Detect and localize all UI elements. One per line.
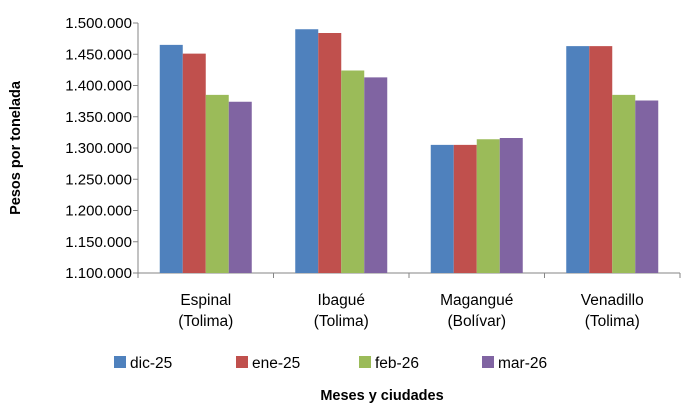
bar-dic-25-0 [159, 44, 183, 273]
category-label: (Tolima) [585, 313, 640, 330]
bar-ene-25-0 [182, 53, 206, 273]
bar-dic-25-3 [566, 46, 590, 273]
category-label: Ibagué [318, 292, 365, 309]
category-label: (Bolívar) [447, 313, 506, 330]
legend-swatch-mar-26 [482, 356, 494, 368]
legend-label: feb-26 [375, 355, 419, 372]
legend-label: mar-26 [498, 355, 547, 372]
bar-mar-26-3 [635, 100, 659, 273]
legend-swatch-ene-25 [236, 356, 248, 368]
category-label: Espinal [180, 292, 231, 309]
legend-swatch-dic-25 [114, 356, 126, 368]
x-axis-ticks [137, 273, 681, 278]
y-tick-label: 1.250.000 [65, 171, 132, 188]
bar-feb-26-0 [205, 94, 229, 273]
y-tick-label: 1.450.000 [65, 46, 132, 63]
bar-mar-26-0 [228, 101, 252, 273]
legend-label: ene-25 [252, 355, 300, 372]
x-axis-title: Meses y ciudades [320, 388, 443, 404]
bar-dic-25-1 [295, 29, 319, 273]
category-labels: Espinal (Tolima) Ibagué (Tolima) Magangué (Bo… [178, 292, 644, 330]
bars-group [159, 29, 659, 273]
legend: dic-25 ene-25 feb-26 mar-26 [114, 355, 547, 372]
bar-feb-26-3 [612, 94, 636, 273]
y-tick-label: 1.100.000 [65, 265, 132, 282]
y-tick-label: 1.200.000 [65, 203, 132, 220]
bar-feb-26-1 [341, 70, 365, 273]
category-label: Magangué [440, 292, 513, 309]
bar-ene-25-3 [589, 46, 613, 273]
bar-mar-26-1 [364, 77, 388, 273]
legend-swatch-feb-26 [359, 356, 371, 368]
bar-feb-26-2 [476, 139, 500, 273]
category-label: (Tolima) [178, 313, 233, 330]
bar-ene-25-1 [318, 33, 342, 273]
y-tick-label: 1.400.000 [65, 78, 132, 95]
category-label: (Tolima) [314, 313, 369, 330]
y-tick-label: 1.500.000 [65, 15, 132, 32]
y-tick-label: 1.350.000 [65, 109, 132, 126]
category-label: Venadillo [581, 292, 644, 309]
y-axis-tick-labels: 1.100.000 1.150.000 1.200.000 1.250.000 1.30… [65, 15, 132, 282]
bar-dic-25-2 [430, 144, 454, 273]
y-axis-title: Pesos por tonelada [8, 80, 24, 215]
y-tick-label: 1.150.000 [65, 234, 132, 251]
y-axis-ticks [133, 22, 138, 274]
bar-mar-26-2 [499, 138, 523, 273]
y-tick-label: 1.300.000 [65, 140, 132, 157]
bar-ene-25-2 [453, 144, 477, 273]
legend-label: dic-25 [130, 355, 172, 372]
